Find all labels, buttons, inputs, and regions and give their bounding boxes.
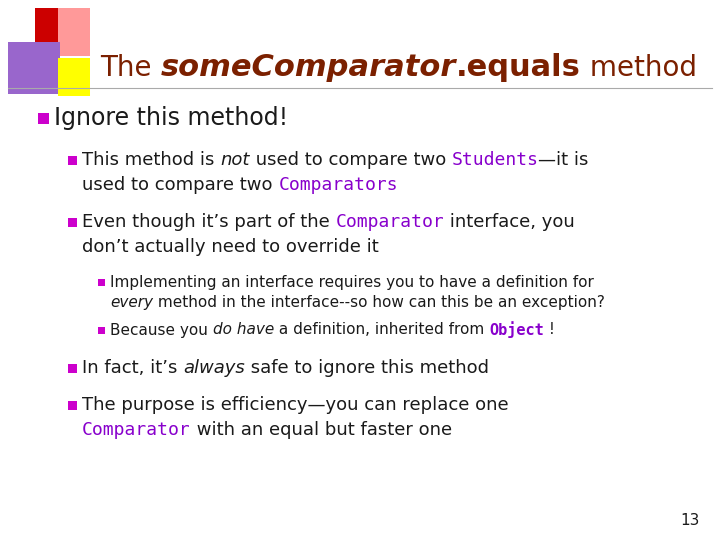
Text: The purpose is efficiency—you can replace one: The purpose is efficiency—you can replac… — [82, 396, 508, 414]
Text: Even though it’s part of the: Even though it’s part of the — [82, 213, 336, 231]
Text: The: The — [100, 54, 161, 82]
Text: interface, you: interface, you — [444, 213, 575, 231]
Text: not: not — [220, 151, 250, 169]
Text: someComparator: someComparator — [161, 53, 456, 83]
Bar — [35, 8, 83, 56]
Text: method: method — [580, 54, 697, 82]
Text: Comparator: Comparator — [336, 213, 444, 231]
Text: do have: do have — [212, 322, 274, 338]
Text: safe to ignore this method: safe to ignore this method — [245, 359, 489, 377]
Text: method in the interface--so how can this be an exception?: method in the interface--so how can this… — [153, 294, 605, 309]
Text: with an equal but faster one: with an equal but faster one — [191, 421, 452, 439]
Text: In fact, it’s: In fact, it’s — [82, 359, 183, 377]
Bar — [98, 327, 105, 334]
Bar — [58, 58, 90, 96]
Bar — [8, 42, 60, 94]
Bar — [98, 279, 105, 286]
Text: a definition, inherited from: a definition, inherited from — [274, 322, 489, 338]
Bar — [68, 218, 77, 226]
Text: used to compare two: used to compare two — [250, 151, 451, 169]
Bar — [68, 156, 77, 165]
Text: .equals: .equals — [456, 53, 580, 83]
Text: Because you: Because you — [110, 322, 212, 338]
Text: !: ! — [544, 322, 554, 338]
Bar — [68, 401, 77, 409]
Text: every: every — [110, 294, 153, 309]
Text: always: always — [183, 359, 245, 377]
Text: Ignore this method!: Ignore this method! — [54, 106, 288, 130]
Bar — [58, 8, 90, 56]
Text: Implementing an interface requires you to have a definition for: Implementing an interface requires you t… — [110, 274, 594, 289]
Text: This method is: This method is — [82, 151, 220, 169]
Text: Object: Object — [489, 322, 544, 339]
Text: Comparators: Comparators — [278, 176, 398, 194]
Text: used to compare two: used to compare two — [82, 176, 278, 194]
Text: Students: Students — [451, 151, 539, 169]
Text: don’t actually need to override it: don’t actually need to override it — [82, 238, 379, 256]
Text: 13: 13 — [680, 513, 700, 528]
Bar — [38, 112, 49, 124]
Bar — [68, 363, 77, 373]
Text: Comparator: Comparator — [82, 421, 191, 439]
Text: —it is: —it is — [539, 151, 589, 169]
